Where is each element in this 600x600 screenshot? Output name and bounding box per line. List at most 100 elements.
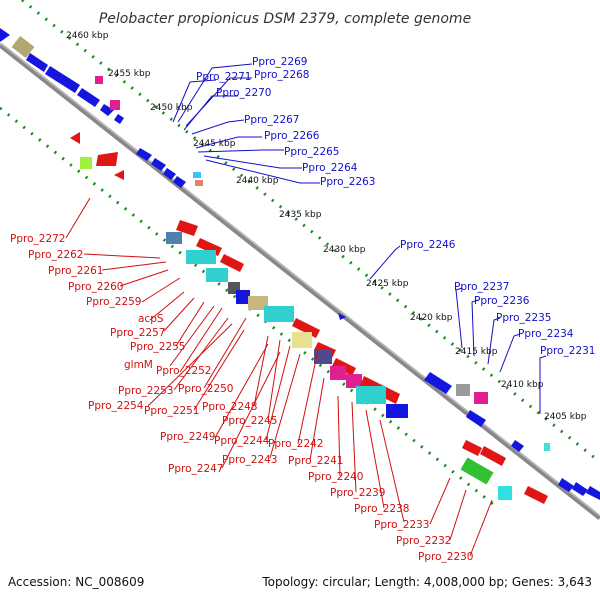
gene-label: Ppro_2237 [454,281,509,293]
gene-label: Ppro_2240 [308,471,363,483]
gene-label: Ppro_2242 [268,438,323,450]
gene-arrow [77,88,100,107]
gene-arrow [292,318,320,338]
map-title: Pelobacter propionicus DSM 2379, complet… [99,11,471,27]
tick-label: 2435 kbp [279,210,322,220]
gene-arrow [572,482,588,496]
gene-box [11,35,35,59]
gene-label: Ppro_2231 [540,345,595,357]
gene-box [356,386,386,404]
gene-label: acpS [138,313,164,325]
gene-box [346,374,362,388]
gene-box [456,384,470,396]
gene-label: Ppro_2251 [144,405,199,417]
gene-box [474,392,488,404]
reverse-leader-lines [65,197,493,557]
gene-label: Ppro_2269 [252,56,307,68]
gene-label: Ppro_2260 [68,281,123,293]
genome-backbone-highlight [0,42,600,517]
gene-box [460,457,494,485]
gene-label: Ppro_2253 [118,385,173,397]
gene-label: Ppro_2232 [396,535,451,547]
gene-label: Ppro_2272 [10,233,65,245]
gene-arrow [462,440,482,456]
gene-box [292,332,312,348]
gene-arrow [100,104,114,116]
gene-arrow [114,170,124,180]
tick-label: 2430 kbp [323,245,366,255]
tick-label: 2455 kbp [108,69,151,79]
gene-label: Ppro_2271 [196,71,251,83]
gene-arrow [163,168,176,180]
gene-label: Ppro_2239 [330,487,385,499]
forward-genes [0,28,600,500]
gene-label: Ppro_2234 [518,328,574,340]
gene-box [330,366,346,380]
gene-arrow [220,254,244,272]
reverse-genes [70,76,548,504]
tick-label: 2410 kbp [501,380,544,390]
gene-box [193,172,201,178]
gene-label: Ppro_2263 [320,176,375,188]
forward-leader-lines [172,63,547,414]
gene-label: Ppro_2230 [418,551,473,563]
gene-box [544,443,550,451]
gene-box [386,404,408,418]
tick-label: 2445 kbp [193,139,236,149]
gene-label: glmM [124,359,153,371]
gene-box [110,100,120,110]
accession-text: Accession: NC_008609 [8,575,144,589]
gene-arrow [96,152,118,166]
gene-label: Ppro_2238 [354,503,409,515]
gene-label: Ppro_2249 [160,431,215,443]
gene-arrow [173,176,186,188]
gene-arrow [338,313,346,320]
gene-label: Ppro_2261 [48,265,103,277]
genome-summary-text: Topology: circular; Length: 4,008,000 bp… [261,575,592,589]
genome-backbone [0,43,600,520]
gene-arrow [136,148,152,161]
gene-box [236,290,250,304]
gene-label: Ppro_2250 [178,383,233,395]
gene-arrow [26,53,48,72]
gene-box [80,157,92,169]
gene-label: Ppro_2265 [284,146,339,158]
gene-label: Ppro_2262 [28,249,83,261]
gene-box [264,306,294,322]
gene-label: Ppro_2266 [264,130,320,142]
gene-label: Ppro_2245 [222,415,277,427]
reverse-gene-labels: Ppro_2272 Ppro_2262 Ppro_2261 Ppro_2260 … [10,233,473,563]
gene-label: Ppro_2248 [202,401,257,413]
gene-arrow [0,28,10,42]
gene-label: Ppro_2235 [496,312,551,324]
gene-label: Ppro_2270 [216,87,271,99]
gene-arrow [586,486,600,500]
tick-label: 2450 kbp [150,103,193,113]
gene-arrow [424,372,452,394]
gene-arrow [511,440,524,452]
gene-label: Ppro_2243 [222,454,277,466]
gene-arrow [558,478,574,492]
gene-box [195,180,203,186]
gene-label: Ppro_2236 [474,295,530,307]
gene-arrow [114,114,124,124]
tick-label: 2425 kbp [366,279,409,289]
gene-label: Ppro_2255 [130,341,185,353]
gene-box [186,250,216,264]
gene-box [498,486,512,500]
tick-label: 2415 kbp [455,347,498,357]
gene-arrow [480,446,506,466]
gene-arrow [466,410,486,427]
tick-label: 2460 kbp [66,31,109,41]
gene-label: Ppro_2241 [288,455,343,467]
gene-label: Ppro_2254 [88,400,144,412]
gene-box [248,296,268,310]
gene-arrow [176,220,198,236]
gene-label: Ppro_2259 [86,296,141,308]
gene-label: Ppro_2268 [254,69,309,81]
tick-labels: 2460 kbp 2455 kbp 2450 kbp 2445 kbp 2440… [66,31,587,422]
gene-arrow [524,486,548,504]
gene-box [95,76,103,84]
gene-label: Ppro_2252 [156,365,211,377]
